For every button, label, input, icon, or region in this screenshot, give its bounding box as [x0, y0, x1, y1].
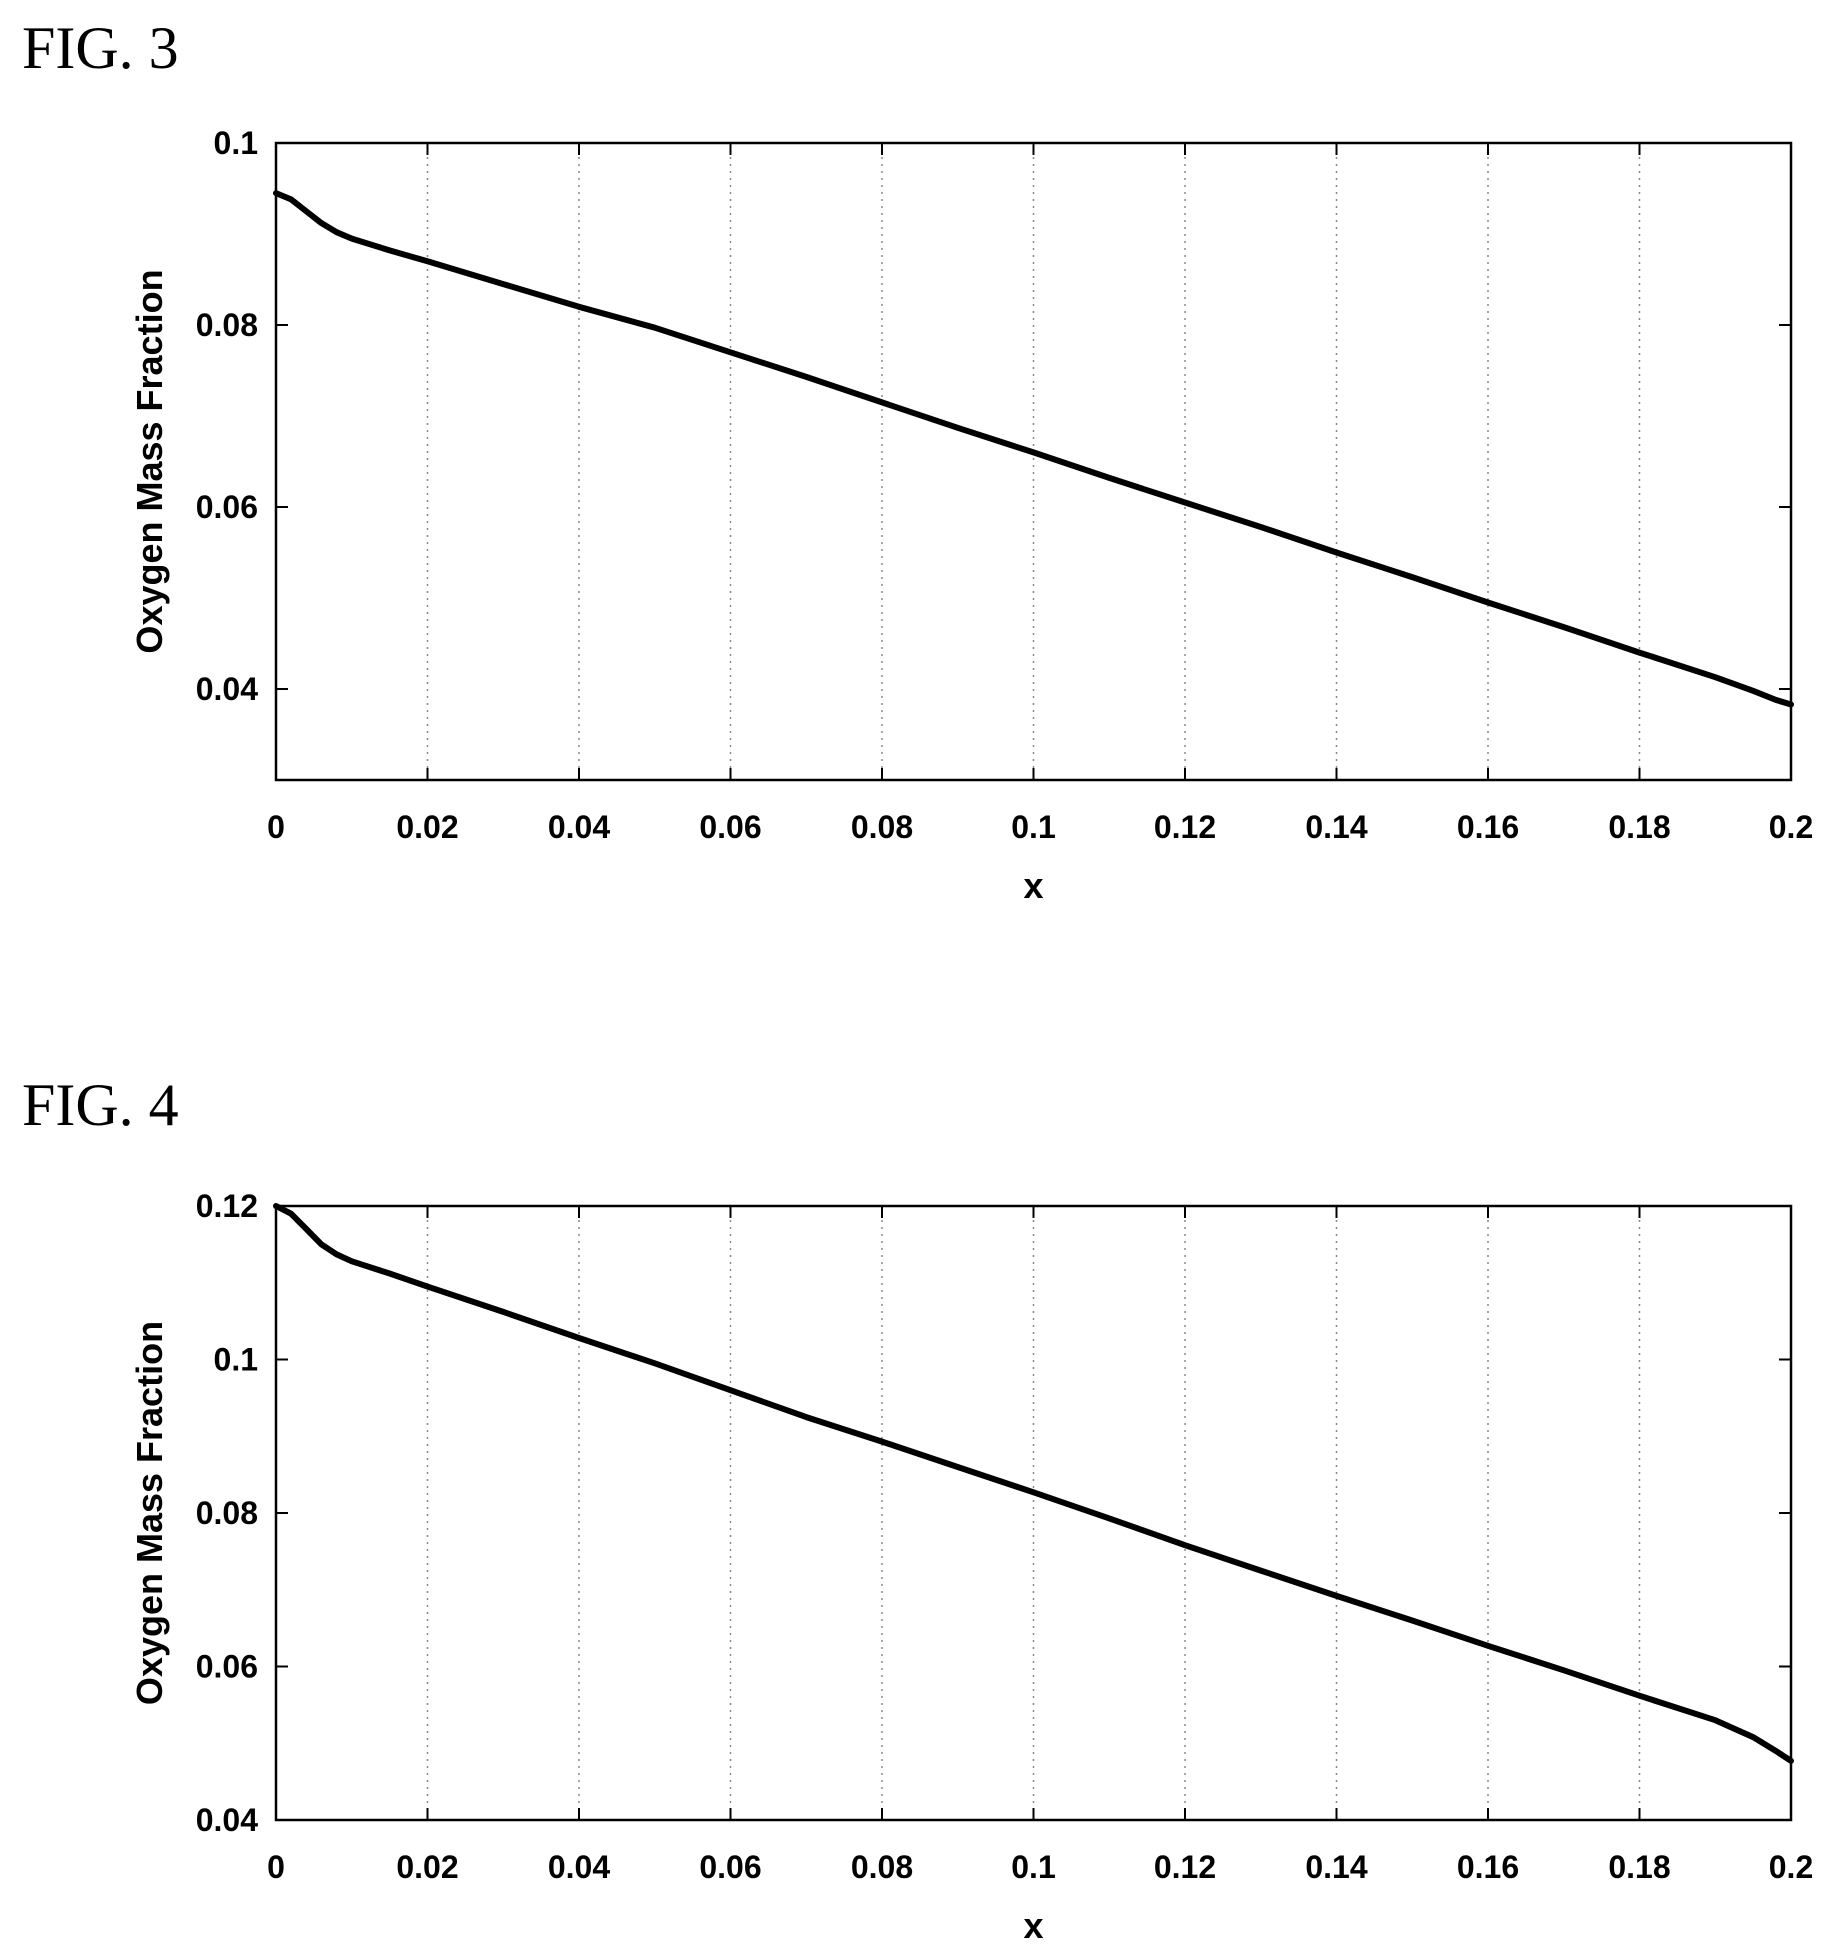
x-axis-label: x: [1023, 865, 1043, 906]
x-tick-label: 0.04: [548, 1849, 610, 1885]
y-tick-label: 0.08: [196, 307, 258, 343]
x-tick-label: 0.18: [1608, 809, 1670, 845]
x-tick-label: 0.02: [396, 1849, 458, 1885]
x-tick-label: 0.04: [548, 809, 610, 845]
x-tick-label: 0.1: [1011, 809, 1055, 845]
y-tick-label: 0.08: [196, 1495, 258, 1531]
x-tick-label: 0.2: [1769, 809, 1813, 845]
x-tick-label: 0.16: [1457, 1849, 1519, 1885]
figure-4-label: FIG. 4: [22, 1072, 179, 1138]
y-tick-label: 0.04: [196, 1802, 258, 1838]
x-tick-label: 0.14: [1305, 809, 1367, 845]
y-tick-label: 0.06: [196, 1649, 258, 1685]
x-tick-label: 0.2: [1769, 1849, 1813, 1885]
y-tick-label: 0.06: [196, 489, 258, 525]
series-line: [273, 190, 1794, 708]
y-tick-label: 0.1: [214, 1342, 258, 1378]
x-tick-label: 0.06: [699, 1849, 761, 1885]
x-axis-label: x: [1023, 1905, 1043, 1946]
x-tick-label: 0.18: [1608, 1849, 1670, 1885]
x-tick-label: 0.12: [1154, 809, 1216, 845]
y-tick-label: 0.1: [214, 125, 258, 161]
x-tick-label: 0.06: [699, 809, 761, 845]
x-tick-label: 0.16: [1457, 809, 1519, 845]
y-axis-label: Oxygen Mass Fraction: [129, 269, 170, 653]
y-tick-label: 0.04: [196, 671, 258, 707]
figure-3-chart: 0 0.02 0.04 0.06 0.08 0.1 0.12 0.14 0.16 0.18 0.2 0…: [129, 125, 1813, 906]
x-tick-label: 0: [267, 1849, 285, 1885]
y-axis-label: Oxygen Mass Fraction: [129, 1321, 170, 1705]
x-tick-label: 0.08: [851, 809, 913, 845]
x-tick-label: 0.08: [851, 1849, 913, 1885]
figure-3-label: FIG. 3: [22, 15, 179, 81]
y-tick-label: 0.12: [196, 1188, 258, 1224]
x-tick-label: 0.1: [1011, 1849, 1055, 1885]
x-tick-label: 0.02: [396, 809, 458, 845]
x-tick-label: 0.12: [1154, 1849, 1216, 1885]
x-tick-label: 0.14: [1305, 1849, 1367, 1885]
series-line: [273, 1203, 1794, 1764]
x-tick-label: 0: [267, 809, 285, 845]
